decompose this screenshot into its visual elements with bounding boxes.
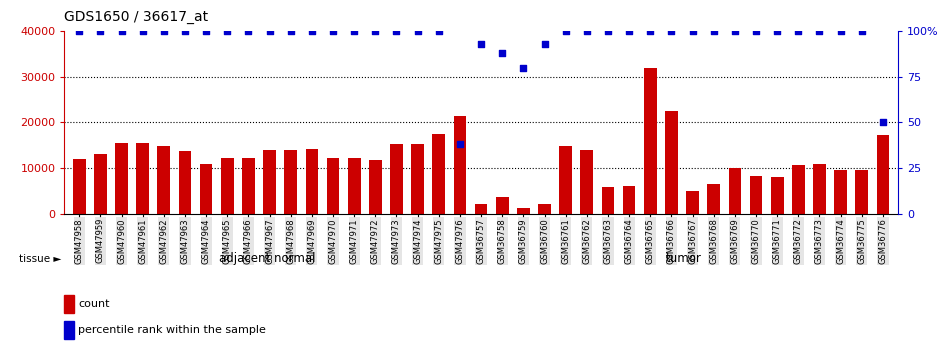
Point [199,28,214,34]
Point [283,28,298,34]
Bar [157,146,170,214]
Point [537,41,552,47]
Text: tumor: tumor [666,252,702,265]
Point [114,28,129,34]
Point [93,28,108,34]
Point [453,142,468,147]
Bar [221,158,234,214]
Bar [242,158,255,214]
Bar [454,116,466,214]
Bar [728,168,742,214]
Point [685,28,700,34]
Point [643,28,658,34]
Point [326,28,341,34]
Bar [707,184,720,214]
Text: tissue ►: tissue ► [19,254,62,264]
Bar [496,197,509,214]
Point [833,28,849,34]
Point [748,28,763,34]
Point [347,28,362,34]
Bar [327,158,339,214]
Bar [136,143,149,214]
Bar [792,165,805,214]
Bar [601,187,615,214]
Point [580,28,595,34]
Bar [116,143,128,214]
Point [135,28,151,34]
Point [875,120,890,125]
Point [220,28,235,34]
Point [156,28,171,34]
Point [431,28,446,34]
Text: percentile rank within the sample: percentile rank within the sample [78,325,266,335]
Bar [179,151,191,214]
Point [558,28,573,34]
Bar [750,176,762,214]
Bar [665,111,678,214]
Point [177,28,192,34]
Bar [581,150,593,214]
Bar [64,321,74,339]
Point [474,41,489,47]
Bar [877,135,889,214]
Bar [474,204,488,214]
Bar [200,164,212,214]
Bar [813,164,826,214]
Point [791,28,806,34]
Bar [64,295,74,313]
Point [812,28,827,34]
Point [241,28,256,34]
Point [854,28,869,34]
Bar [623,186,635,214]
Bar [348,158,361,214]
Bar [306,149,318,214]
Point [664,28,679,34]
Bar [369,159,382,214]
Point [706,28,722,34]
Point [262,28,277,34]
Bar [284,150,297,214]
Bar [263,150,276,214]
Point [600,28,616,34]
Point [72,28,87,34]
Point [410,28,425,34]
Bar [560,146,572,214]
Text: adjacent normal: adjacent normal [219,252,315,265]
Bar [538,204,551,214]
Point [389,28,404,34]
Point [494,50,509,56]
Bar [411,145,424,214]
Text: count: count [78,299,110,309]
Bar [687,191,699,214]
Bar [517,207,529,214]
Point [770,28,785,34]
Bar [433,134,445,214]
Point [367,28,383,34]
Point [516,65,531,70]
Bar [834,170,847,214]
Bar [390,145,402,214]
Bar [855,170,868,214]
Bar [771,177,783,214]
Bar [73,159,85,214]
Point [304,28,319,34]
Point [727,28,742,34]
Bar [644,68,656,214]
Text: GDS1650 / 36617_at: GDS1650 / 36617_at [64,10,208,24]
Point [621,28,636,34]
Bar [94,155,107,214]
